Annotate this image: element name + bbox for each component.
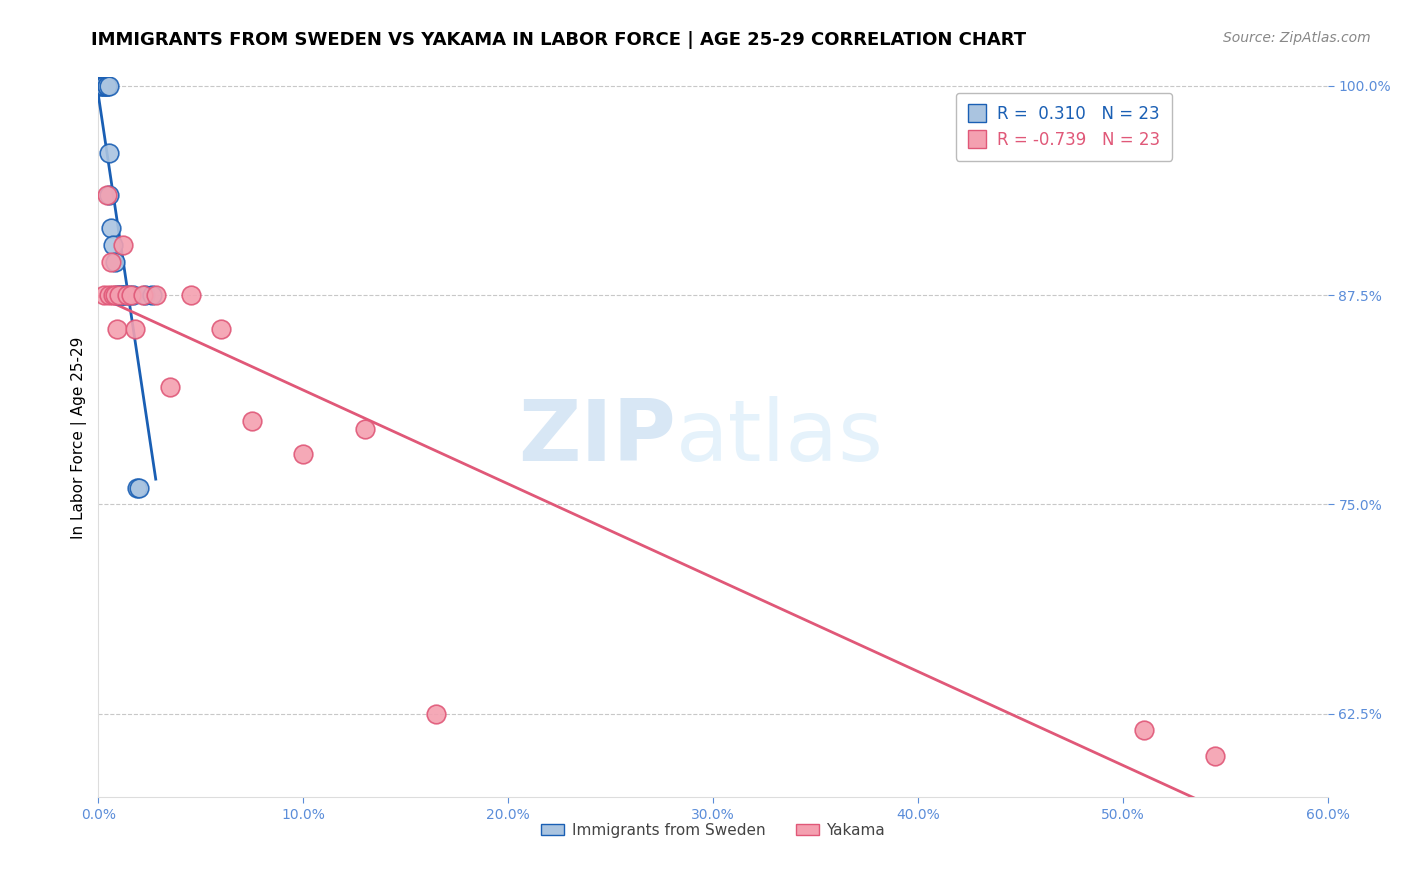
Point: [93, 288, 115, 302]
Point: [97, 78, 120, 93]
Point: [1204, 748, 1226, 763]
Point: [104, 288, 127, 302]
Point: [105, 288, 128, 302]
Point: [105, 321, 128, 335]
Point: [180, 288, 202, 302]
Point: [209, 321, 232, 335]
Point: [141, 288, 163, 302]
Point: [91, 78, 114, 93]
Point: [240, 414, 263, 428]
Point: [114, 288, 136, 302]
Text: IMMIGRANTS FROM SWEDEN VS YAKAMA IN LABOR FORCE | AGE 25-29 CORRELATION CHART: IMMIGRANTS FROM SWEDEN VS YAKAMA IN LABO…: [91, 31, 1026, 49]
Point: [1132, 723, 1154, 738]
Point: [89, 78, 111, 93]
Point: [353, 422, 375, 436]
Point: [425, 706, 447, 721]
Point: [127, 481, 149, 495]
Point: [100, 221, 122, 235]
Point: [96, 78, 118, 93]
Point: [111, 238, 134, 252]
Point: [124, 321, 146, 335]
Text: ZIP: ZIP: [519, 396, 676, 479]
Point: [111, 288, 134, 302]
Point: [145, 288, 167, 302]
Point: [134, 288, 156, 302]
Point: [292, 447, 315, 461]
Point: [108, 288, 131, 302]
Point: [97, 187, 120, 202]
Point: [96, 187, 118, 202]
Y-axis label: In Labor Force | Age 25-29: In Labor Force | Age 25-29: [72, 336, 87, 539]
Point: [115, 288, 138, 302]
Point: [93, 78, 115, 93]
Point: [96, 78, 118, 93]
Point: [110, 288, 132, 302]
Point: [97, 288, 120, 302]
Legend: Immigrants from Sweden, Yakama: Immigrants from Sweden, Yakama: [536, 816, 891, 844]
Text: Source: ZipAtlas.com: Source: ZipAtlas.com: [1223, 31, 1371, 45]
Text: atlas: atlas: [676, 396, 884, 479]
Point: [108, 288, 131, 302]
Point: [101, 238, 124, 252]
Point: [97, 145, 120, 160]
Point: [118, 288, 141, 302]
Point: [101, 288, 124, 302]
Point: [93, 78, 115, 93]
Point: [122, 288, 145, 302]
Point: [100, 254, 122, 268]
Point: [120, 288, 142, 302]
Point: [104, 254, 127, 268]
Point: [132, 288, 155, 302]
Point: [159, 380, 181, 394]
Point: [128, 481, 150, 495]
